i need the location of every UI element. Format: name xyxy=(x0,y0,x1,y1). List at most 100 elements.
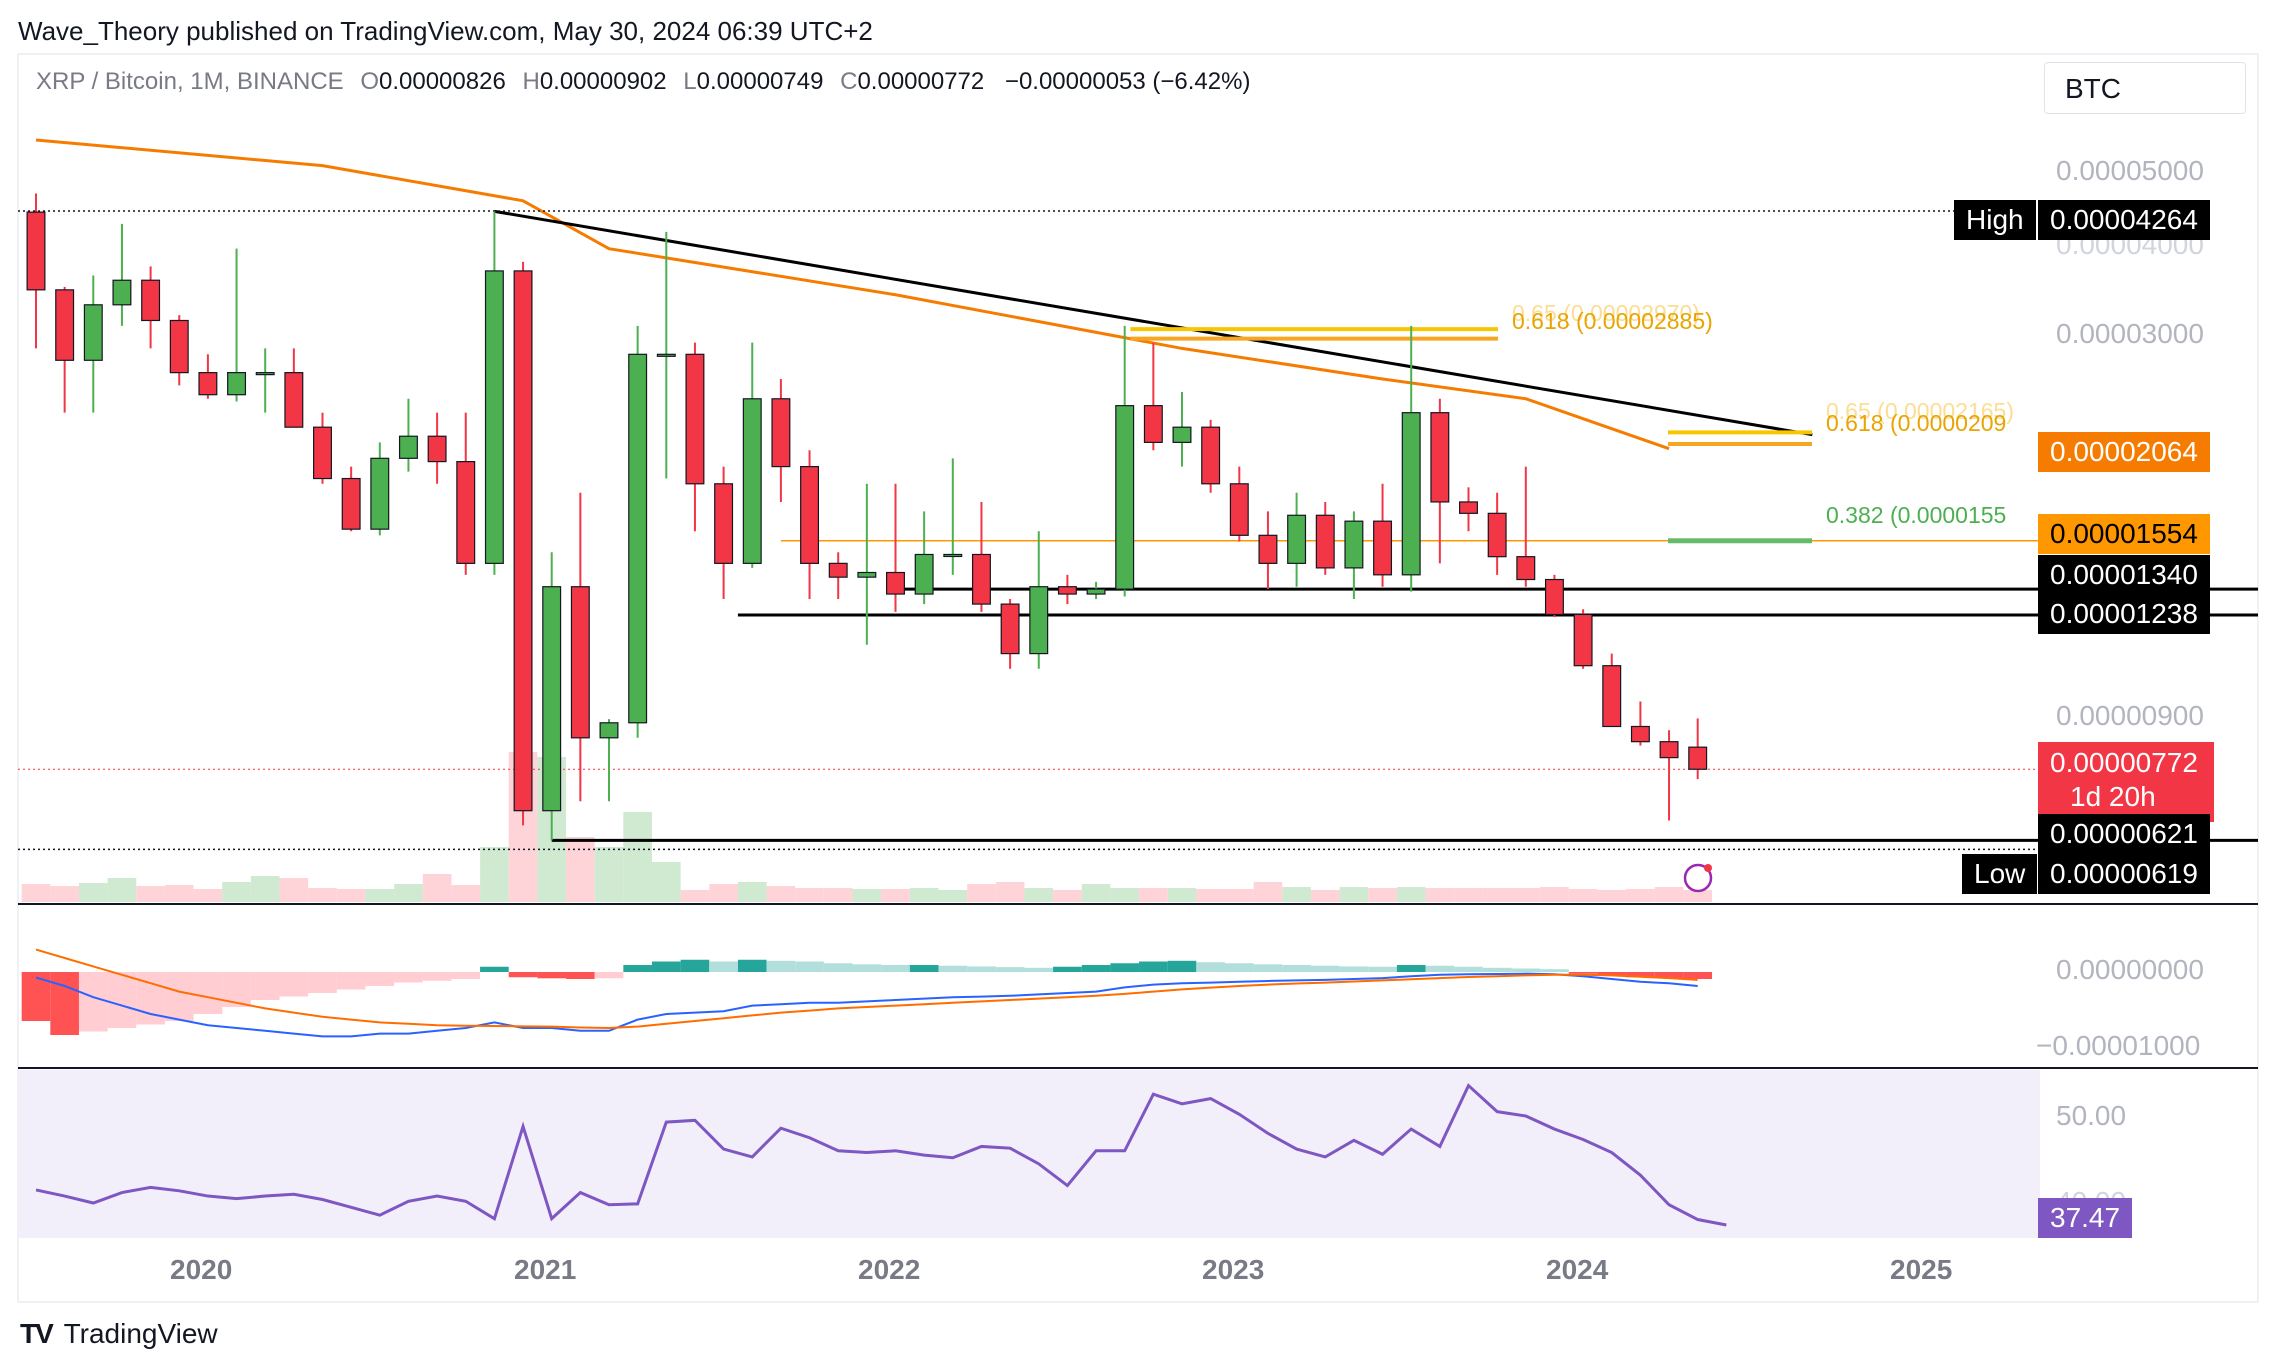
volume-bar xyxy=(1110,888,1140,902)
macd-histogram-bar xyxy=(938,965,968,972)
volume-bar xyxy=(1310,890,1340,902)
volume-bar xyxy=(1053,890,1082,902)
macd-histogram-bar xyxy=(107,972,137,1028)
candle-body xyxy=(1602,665,1622,728)
currency-button[interactable]: BTC xyxy=(2044,62,2246,114)
candle-body xyxy=(1258,534,1278,564)
macd-histogram-bar xyxy=(594,972,624,979)
macd-histogram-bar xyxy=(1253,964,1283,972)
macd-histogram-bar xyxy=(193,972,223,1014)
volume-bar xyxy=(394,884,423,902)
candle-body xyxy=(370,457,390,530)
macd-histogram-bar xyxy=(967,966,996,972)
ema-line xyxy=(35,138,1670,451)
candle-body xyxy=(886,571,905,595)
volume-bar xyxy=(881,889,910,902)
candle-body xyxy=(1487,512,1507,558)
tradingview-logo[interactable]: TV TradingView xyxy=(20,1318,218,1350)
volume-bar xyxy=(1368,888,1397,902)
volume-bar xyxy=(766,886,796,902)
volume-bar xyxy=(680,890,710,902)
candle-body xyxy=(857,571,877,578)
volume-bar xyxy=(651,862,681,902)
volume-bar xyxy=(852,889,882,902)
volume-bar xyxy=(1568,889,1598,902)
candle-body xyxy=(341,477,361,530)
macd-histogram-bar xyxy=(1196,962,1225,972)
y-tick-label: 0.00000900 xyxy=(2056,700,2204,731)
macd-histogram-bar xyxy=(709,961,738,972)
level-1340-tag: 0.00001340 xyxy=(2038,555,2210,595)
horizontal-levels xyxy=(18,209,2258,851)
candle-body xyxy=(1459,501,1478,514)
macd-histogram-bar xyxy=(537,972,567,979)
macd-histogram-bar xyxy=(78,972,108,1032)
macd-histogram-bar xyxy=(623,965,652,972)
macd-histogram-bar xyxy=(1139,961,1168,972)
volume-bar xyxy=(594,847,624,902)
volume-bar xyxy=(1454,888,1483,902)
macd-histogram-bar xyxy=(1024,967,1054,972)
candle-body xyxy=(771,398,791,468)
candle-body xyxy=(943,553,963,558)
volume-bar xyxy=(1511,888,1541,902)
macd-histogram-bar xyxy=(308,972,337,993)
candle-body xyxy=(1086,588,1106,595)
macd-histogram-bar xyxy=(1282,965,1311,972)
candle-body xyxy=(1630,725,1650,743)
publisher-line: Wave_Theory published on TradingView.com… xyxy=(18,16,873,46)
level-1238-tag: 0.00001238 xyxy=(2038,594,2210,634)
symbol-ohlc-line: XRP / Bitcoin, 1M, BINANCE O0.00000826 H… xyxy=(36,68,1250,96)
macd-histogram-bar xyxy=(1482,967,1512,972)
macd-histogram-bar xyxy=(995,967,1025,972)
volume-bar xyxy=(1396,887,1426,902)
volume-bar xyxy=(566,837,595,902)
candle-body xyxy=(656,353,676,357)
candle-body xyxy=(1430,412,1450,503)
candle-body xyxy=(628,353,648,724)
candle-body xyxy=(828,562,848,578)
macd-histogram-bar xyxy=(1167,960,1197,972)
x-tick-label: 2025 xyxy=(1890,1254,1953,1285)
volume-bar xyxy=(365,889,395,902)
volume-bar xyxy=(1626,889,1655,902)
candle-body xyxy=(714,483,734,564)
candle-body xyxy=(800,465,820,564)
ema-price-tag: 0.00002064 xyxy=(2038,432,2210,472)
macd-histogram-bar xyxy=(795,961,824,972)
macd-histogram-bar xyxy=(365,972,395,986)
candle-body xyxy=(1029,586,1049,655)
high-price-tag: 0.00004264 xyxy=(2038,200,2210,240)
macd-histogram-bar xyxy=(1368,966,1397,972)
volume-bar xyxy=(1282,887,1311,902)
high-value: 0.00000902 xyxy=(539,68,667,95)
volume-bar xyxy=(136,886,165,902)
candle-body xyxy=(456,461,476,564)
ema-200-line xyxy=(35,138,1670,451)
macd-histogram-bar xyxy=(1654,972,1684,979)
candle-body xyxy=(1229,483,1249,536)
change-value: −0.00000053 (−6.42%) xyxy=(1004,68,1251,95)
low-label-tag: Low xyxy=(1962,854,2038,894)
volume-bar xyxy=(1167,888,1197,902)
candle-body xyxy=(742,398,762,564)
candle-body xyxy=(1573,613,1593,667)
candle-body xyxy=(398,435,418,459)
volume-bar xyxy=(823,888,853,902)
macd-histogram-bar xyxy=(508,972,538,978)
volume-bar xyxy=(21,884,51,902)
rsi-value-tag: 37.47 xyxy=(2038,1198,2133,1238)
macd-histogram-bar xyxy=(566,972,595,979)
macd-histogram-bar xyxy=(1597,972,1627,976)
volume-bar xyxy=(279,878,309,902)
high-label: H xyxy=(522,68,540,95)
close-value: 0.00000772 xyxy=(857,68,985,95)
candle-body xyxy=(227,372,247,396)
macd-histogram-bar xyxy=(881,965,910,972)
candle-body xyxy=(26,211,46,291)
candle-body xyxy=(169,319,189,374)
candle-body xyxy=(1373,520,1393,576)
macd-histogram-bar xyxy=(1425,965,1455,972)
macd-histogram-bar xyxy=(680,959,710,972)
